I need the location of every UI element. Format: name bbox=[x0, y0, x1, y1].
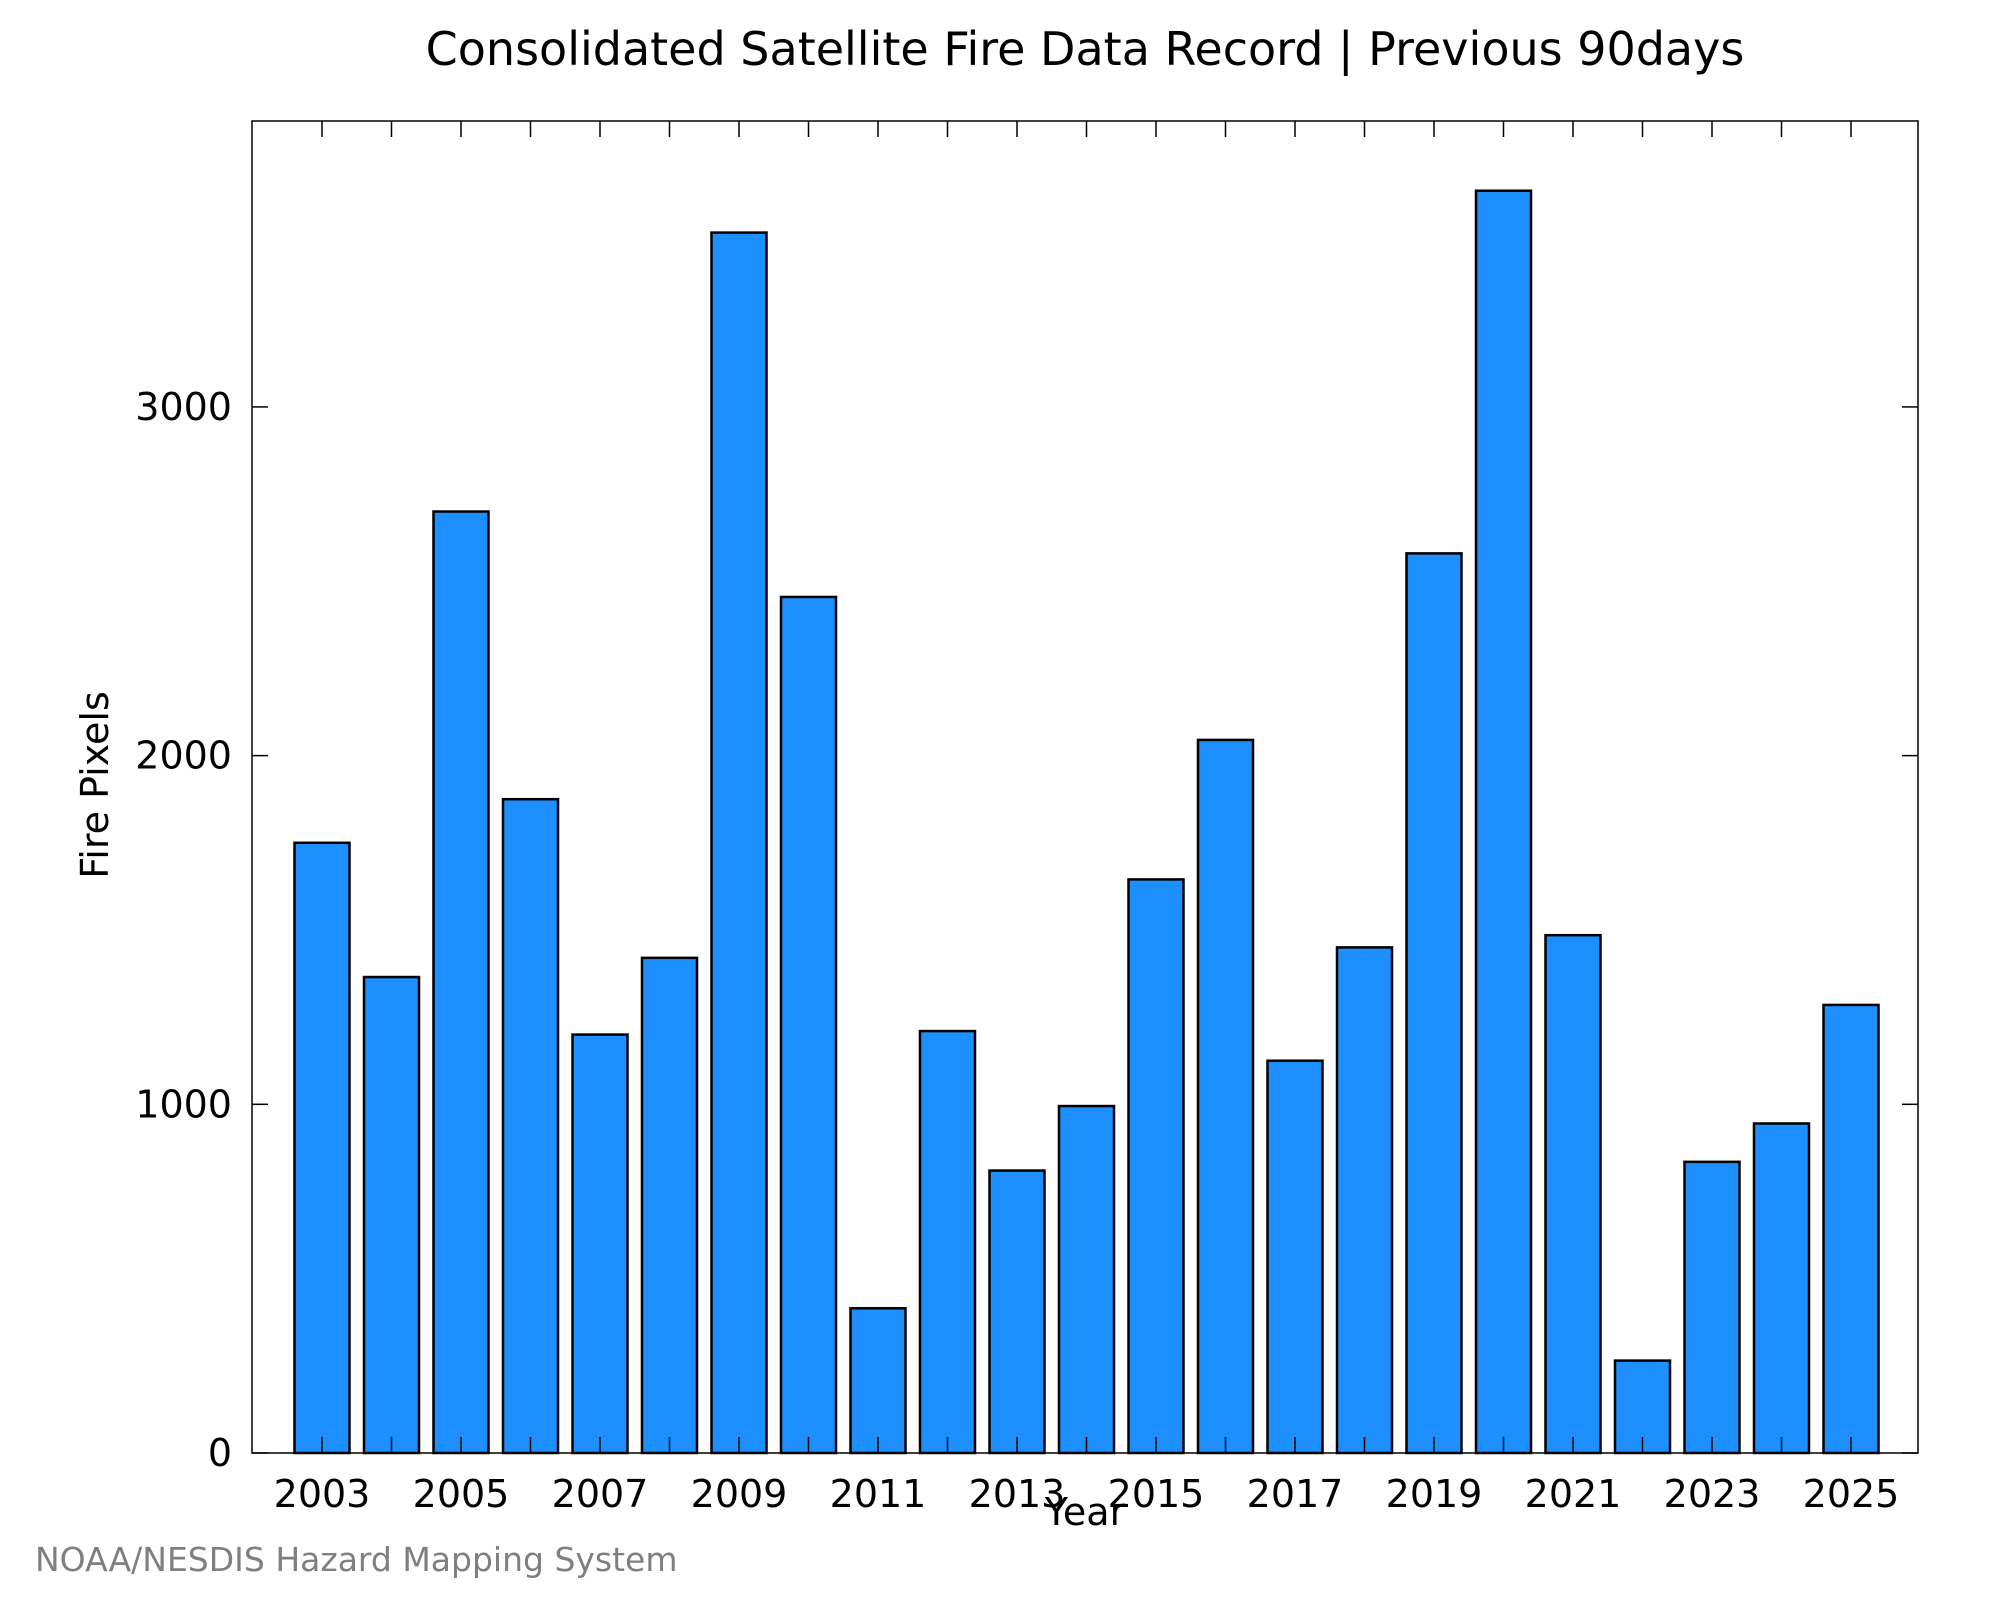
bar-2005 bbox=[432, 510, 490, 1455]
bar-2025 bbox=[1822, 1003, 1880, 1455]
chart-title: Consolidated Satellite Fire Data Record … bbox=[425, 22, 1745, 76]
bar-2017 bbox=[1266, 1059, 1324, 1455]
x-tick-label-2003: 2003 bbox=[274, 1472, 371, 1516]
bar-2024 bbox=[1752, 1122, 1811, 1455]
bar-2013 bbox=[988, 1169, 1046, 1455]
x-tick-label-2011: 2011 bbox=[830, 1472, 927, 1516]
x-tick-label-2023: 2023 bbox=[1664, 1472, 1761, 1516]
bar-2003 bbox=[293, 841, 351, 1455]
bar-2007 bbox=[571, 1033, 629, 1455]
y-tick-label-2000: 2000 bbox=[135, 734, 232, 778]
y-tick-label-0: 0 bbox=[208, 1431, 232, 1475]
bar-2023 bbox=[1683, 1160, 1741, 1455]
y-tick-label-3000: 3000 bbox=[135, 385, 232, 429]
bar-2018 bbox=[1335, 946, 1394, 1455]
bar-2020 bbox=[1474, 189, 1533, 1455]
bar-2019 bbox=[1405, 552, 1463, 1455]
x-tick-label-2007: 2007 bbox=[552, 1472, 649, 1516]
x-tick-label-2009: 2009 bbox=[691, 1472, 788, 1516]
x-tick-label-2025: 2025 bbox=[1803, 1472, 1900, 1516]
x-tick-label-2013: 2013 bbox=[969, 1472, 1066, 1516]
bar-2021 bbox=[1544, 933, 1602, 1455]
source-credit: NOAA/NESDIS Hazard Mapping System bbox=[35, 1540, 678, 1579]
bar-2008 bbox=[640, 956, 699, 1455]
bar-2014 bbox=[1057, 1104, 1116, 1455]
bar-2010 bbox=[779, 595, 838, 1455]
bar-2012 bbox=[918, 1029, 977, 1455]
bar-2006 bbox=[501, 797, 560, 1455]
x-tick-label-2017: 2017 bbox=[1247, 1472, 1344, 1516]
y-tick-label-1000: 1000 bbox=[135, 1082, 232, 1126]
x-tick-label-2015: 2015 bbox=[1108, 1472, 1205, 1516]
bar-2004 bbox=[362, 975, 421, 1455]
bar-2011 bbox=[849, 1307, 907, 1455]
x-tick-label-2021: 2021 bbox=[1525, 1472, 1622, 1516]
bar-2015 bbox=[1127, 878, 1185, 1455]
x-axis-label: Year bbox=[1044, 1490, 1126, 1534]
x-tick-label-2005: 2005 bbox=[413, 1472, 510, 1516]
bar-2016 bbox=[1196, 738, 1255, 1455]
bar-2009 bbox=[710, 231, 768, 1455]
plot-frame bbox=[251, 120, 1919, 1454]
x-tick-label-2019: 2019 bbox=[1386, 1472, 1483, 1516]
